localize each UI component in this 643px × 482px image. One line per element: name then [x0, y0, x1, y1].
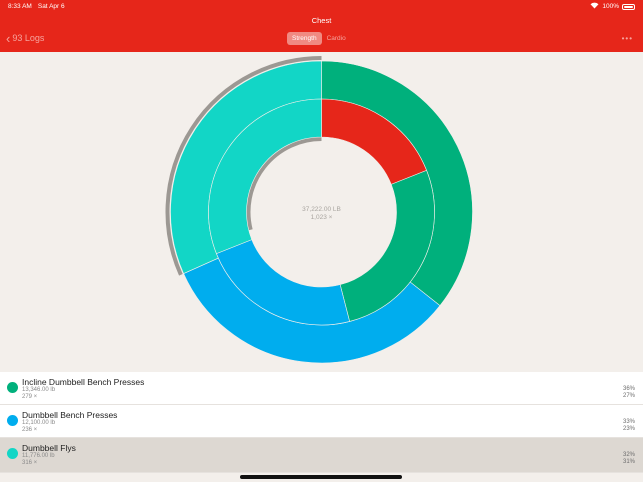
nav-bar: Chest ‹ 93 Logs Strength Cardio ••• [0, 12, 643, 52]
list-item[interactable]: Incline Dumbbell Bench Presses 13,346.00… [0, 372, 643, 405]
list-item[interactable]: Dumbbell Bench Presses 12,100.00 lb 236 … [0, 405, 643, 438]
back-button[interactable]: ‹ 93 Logs [6, 30, 45, 46]
total-weight-label: 37,222.00 LB [302, 206, 341, 213]
segmented-control: Strength Cardio [287, 32, 351, 45]
exercise-reps: 316 × [22, 460, 38, 466]
reps-segment[interactable] [208, 98, 322, 254]
weight-percent: 33% [622, 419, 635, 425]
more-button[interactable]: ••• [621, 34, 633, 43]
exercise-name: Dumbbell Flys [22, 443, 76, 453]
exercise-weight: 12,100.00 lb [22, 420, 56, 426]
color-dot [7, 415, 18, 426]
exercise-name: Dumbbell Bench Presses [22, 410, 118, 420]
exercise-reps: 279 × [22, 394, 38, 400]
segment-strength[interactable]: Strength [287, 32, 322, 45]
reps-percent: 27% [622, 393, 635, 399]
chevron-left-icon: ‹ [6, 30, 11, 46]
back-button-label: 93 Logs [12, 33, 45, 43]
status-time: 8:33 AM [8, 3, 32, 10]
page-title: Chest [311, 16, 332, 25]
donut-chart: 37,222.00 LB 1,023 × [165, 56, 473, 364]
home-indicator [240, 475, 402, 479]
exercise-name: Incline Dumbbell Bench Presses [22, 377, 145, 387]
selected-highlight-arc [165, 56, 322, 276]
inner-ring-reps [208, 98, 435, 326]
wifi-icon [590, 2, 599, 11]
segment-cardio[interactable]: Cardio [326, 35, 346, 42]
exercise-weight: 11,776.00 lb [22, 453, 55, 459]
battery-icon [622, 3, 635, 10]
exercise-list: Incline Dumbbell Bench Presses 13,346.00… [0, 372, 643, 482]
exercise-weight: 13,346.00 lb [22, 387, 56, 393]
list-item[interactable]: Dumbbell Flys 11,776.00 lb 316 × 32% 31% [0, 438, 643, 473]
status-bar: 8:33 AM Sat Apr 6 100% [0, 0, 643, 12]
battery-percent: 100% [602, 3, 619, 10]
chart-area: 37,222.00 LB 1,023 × [0, 52, 643, 372]
reps-percent: 23% [622, 426, 635, 432]
status-date: Sat Apr 6 [37, 3, 65, 10]
exercise-reps: 236 × [22, 427, 38, 433]
color-dot [7, 382, 18, 393]
total-reps-label: 1,023 × [311, 214, 333, 221]
weight-percent: 32% [622, 452, 635, 458]
reps-percent: 31% [622, 459, 635, 465]
color-dot [7, 448, 18, 459]
weight-percent: 36% [622, 386, 635, 392]
